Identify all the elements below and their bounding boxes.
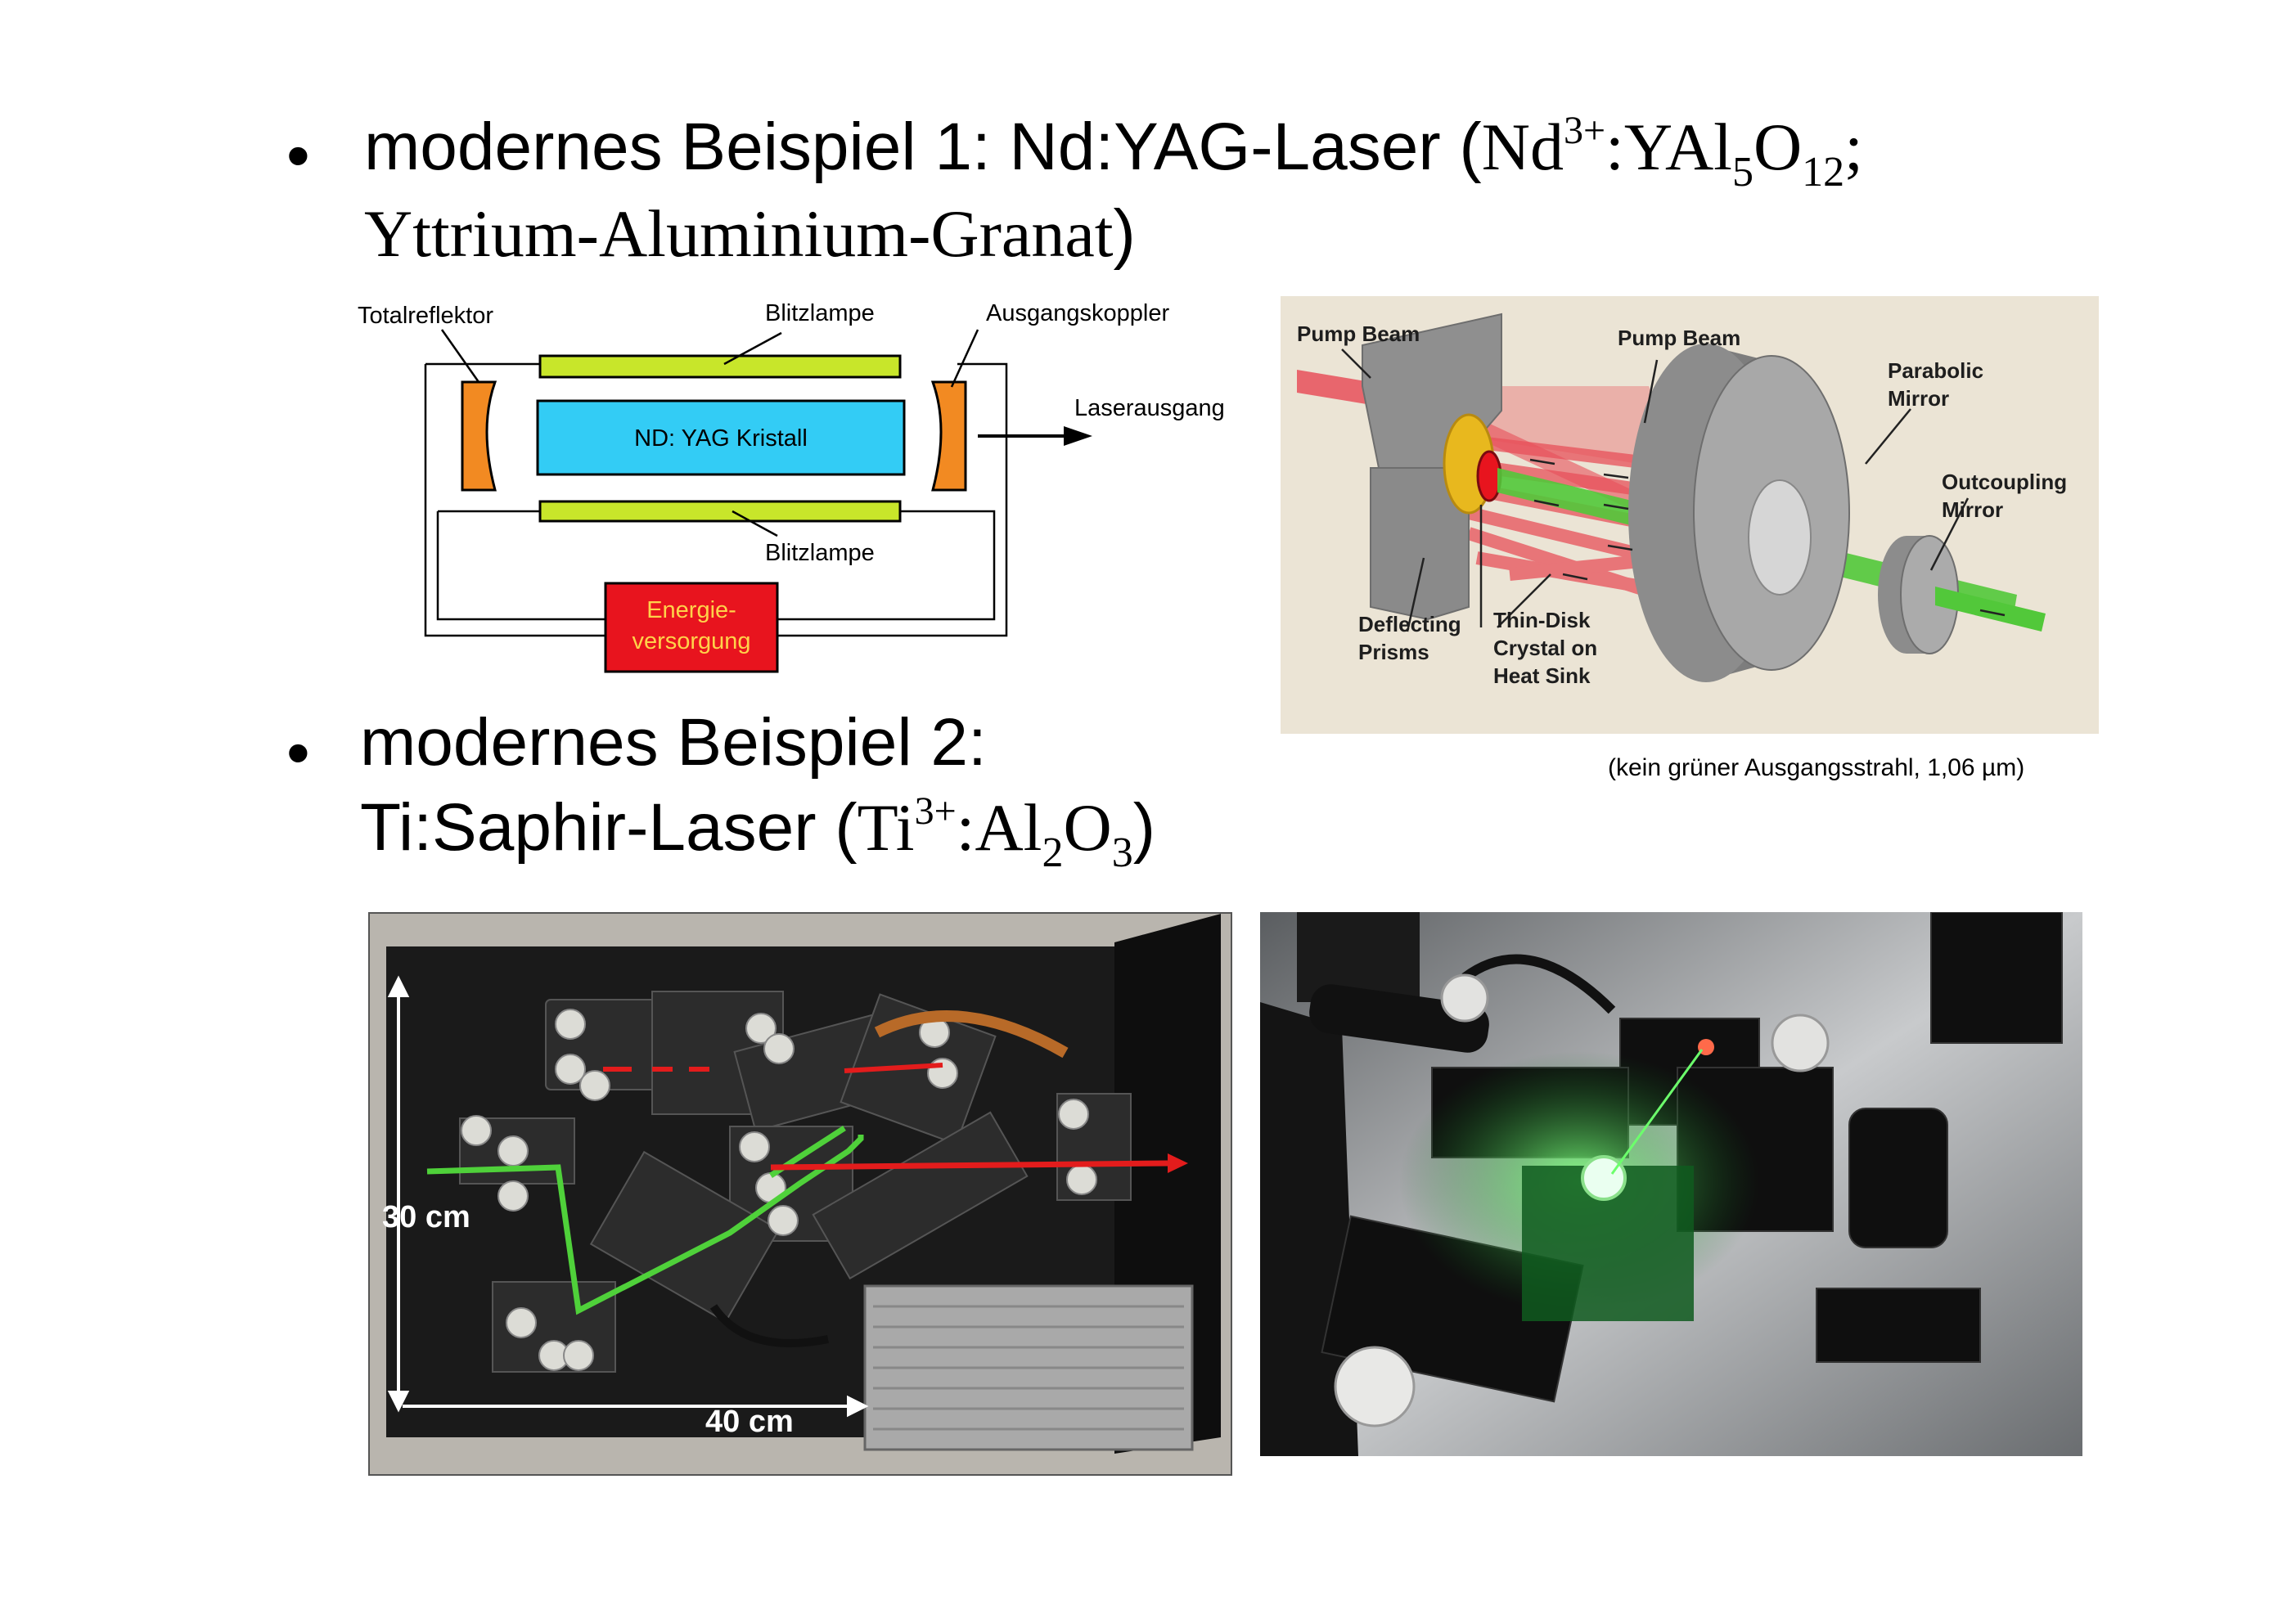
power-supply-box <box>604 582 779 673</box>
cooling-hose <box>874 1010 1069 1059</box>
label-pump-beam-left: Pump Beam <box>1297 321 1420 346</box>
white-knob-1 <box>1334 1346 1416 1427</box>
ti-sapphire-photo-perspective <box>1260 912 2082 1456</box>
resonator-frame <box>424 362 1008 637</box>
pump-beam-upper <box>1444 386 1690 472</box>
thin-disk-crystal <box>1476 450 1502 502</box>
adjustment-knobs <box>461 1009 1097 1371</box>
example-1-close-paren: ) <box>1113 196 1136 271</box>
example-1-heading-line-2: Yttrium-Aluminium-Granat) <box>364 191 1136 276</box>
label-blitzlampe-bottom: Blitzlampe <box>765 540 875 566</box>
example-2-heading-line-1: modernes Beispiel 2: <box>360 705 987 780</box>
thin-disk-diagram: Pump Beam Pump Beam Parabolic Mirror Out… <box>1281 296 2099 734</box>
formula-o: O <box>1753 110 1803 184</box>
thin-disk-caption: (kein grüner Ausgangsstrahl, 1,06 µm) <box>1608 754 2025 781</box>
bullet-2: • <box>286 716 310 790</box>
example-1-formula: Nd3+:YAl5O12; <box>1481 109 1863 194</box>
formula-ti: Ti <box>857 790 915 865</box>
red-laser-beam-output <box>770 1160 1168 1171</box>
scale-label-width: 40 cm <box>705 1405 794 1439</box>
red-laser-arrowhead <box>1168 1153 1188 1173</box>
formula-nd: Nd <box>1481 110 1564 184</box>
example-2-close-paren: ) <box>1132 790 1155 865</box>
green-output-beam <box>1935 587 2046 632</box>
label-outcoupling-1: Outcoupling <box>1942 470 2067 494</box>
formula-sub-3: 3 <box>1111 829 1133 876</box>
formula-sub-5: 5 <box>1731 149 1754 196</box>
power-wire-right <box>777 510 996 621</box>
label-pump-beam-right: Pump Beam <box>1618 326 1740 350</box>
output-coupler-mirror <box>930 380 967 492</box>
scale-arrows <box>387 975 869 1418</box>
label-deflecting-1: Deflecting <box>1358 612 1461 636</box>
label-outcoupling-2: Mirror <box>1942 497 2003 522</box>
formula-sup: 3+ <box>1563 109 1606 152</box>
label-totalreflektor: Totalreflektor <box>358 303 493 329</box>
label-parabolic-1: Parabolic <box>1888 358 1983 383</box>
label-laserausgang: Laserausgang <box>1074 395 1225 421</box>
label-blitzlampe-top: Blitzlampe <box>765 300 875 326</box>
laser-output-arrowhead <box>1064 426 1092 446</box>
label-ausgangskoppler: Ausgangskoppler <box>986 300 1169 326</box>
example-1-mineral-name: Yttrium-Aluminium-Granat <box>364 196 1114 271</box>
green-beam-photo2 <box>1610 1049 1704 1175</box>
power-wire <box>436 511 606 621</box>
red-laser-beam-cavity <box>844 1063 943 1073</box>
photo2-cable <box>1461 954 1616 1014</box>
leader-ausgangskoppler <box>950 329 979 388</box>
label-deflecting-2: Prisms <box>1358 640 1429 664</box>
formula-al: :Al <box>956 790 1042 865</box>
photo-1-drawing <box>370 914 1231 1474</box>
outcoupling-mirror <box>1878 535 1959 654</box>
white-knob-2 <box>1771 1014 1830 1072</box>
bullet-1: • <box>286 119 310 193</box>
fiber-cable <box>709 1304 829 1347</box>
ndyag-crystal <box>536 399 906 476</box>
pump-power-supply <box>863 1284 1194 1451</box>
example-1-prefix: modernes Beispiel 1: Nd:YAG-Laser ( <box>364 110 1482 184</box>
formula-yal: :YAl <box>1605 110 1732 184</box>
leader-blitzlampe-bottom <box>732 510 778 537</box>
parabolic-mirror-hole <box>1748 479 1812 596</box>
example-1-heading-line-1: modernes Beispiel 1: Nd:YAG-Laser (Nd3+:… <box>364 105 1863 194</box>
formula-semicolon: ; <box>1844 110 1863 184</box>
label-parabolic-2: Mirror <box>1888 386 1949 411</box>
leader-totalreflektor <box>440 329 480 383</box>
label-thin-disk-2: Crystal on <box>1493 636 1597 660</box>
beam-direction-arrows <box>1529 458 2006 617</box>
label-thin-disk-1: Thin-Disk <box>1493 608 1591 632</box>
label-crystal: ND: YAG Kristall <box>634 425 808 452</box>
white-knob-3 <box>1440 973 1489 1023</box>
formula-ti-sup: 3+ <box>914 789 957 833</box>
mount-top-left <box>1297 912 1420 1002</box>
label-thin-disk-3: Heat Sink <box>1493 663 1591 688</box>
formula-sub-12: 12 <box>1802 149 1845 196</box>
thin-disk-leaders <box>1341 348 1970 632</box>
photo-2-drawing <box>1260 912 2082 1456</box>
formula-o2: O <box>1063 790 1112 865</box>
ti-sapphire-photo-top-view: 30 cm 40 cm <box>368 912 1232 1476</box>
leader-blitzlampe-top <box>723 331 782 366</box>
label-energie-1: Energie- <box>646 597 736 623</box>
scale-label-height: 30 cm <box>382 1200 470 1234</box>
parabolic-mirror <box>1628 344 1850 682</box>
ndyag-schematic: Totalreflektor Blitzlampe Ausgangskopple… <box>358 300 1225 673</box>
total-reflector-mirror <box>461 380 497 492</box>
green-pump-beam <box>426 1135 864 1315</box>
example-2-formula: Ti3+:Al2O3 <box>857 789 1133 874</box>
example-2-prefix: Ti:Saphir-Laser ( <box>360 790 858 865</box>
pump-beam-diagonal <box>1436 402 1681 529</box>
example-2-heading-line-2: Ti:Saphir-Laser (Ti3+:Al2O3) <box>360 785 1155 874</box>
label-energie-2: versorgung <box>632 628 750 654</box>
flashlamp-bottom <box>538 500 902 523</box>
formula-sub-2: 2 <box>1042 829 1064 876</box>
flashlamp-top <box>538 354 902 379</box>
crystal-optic <box>1581 1155 1627 1201</box>
